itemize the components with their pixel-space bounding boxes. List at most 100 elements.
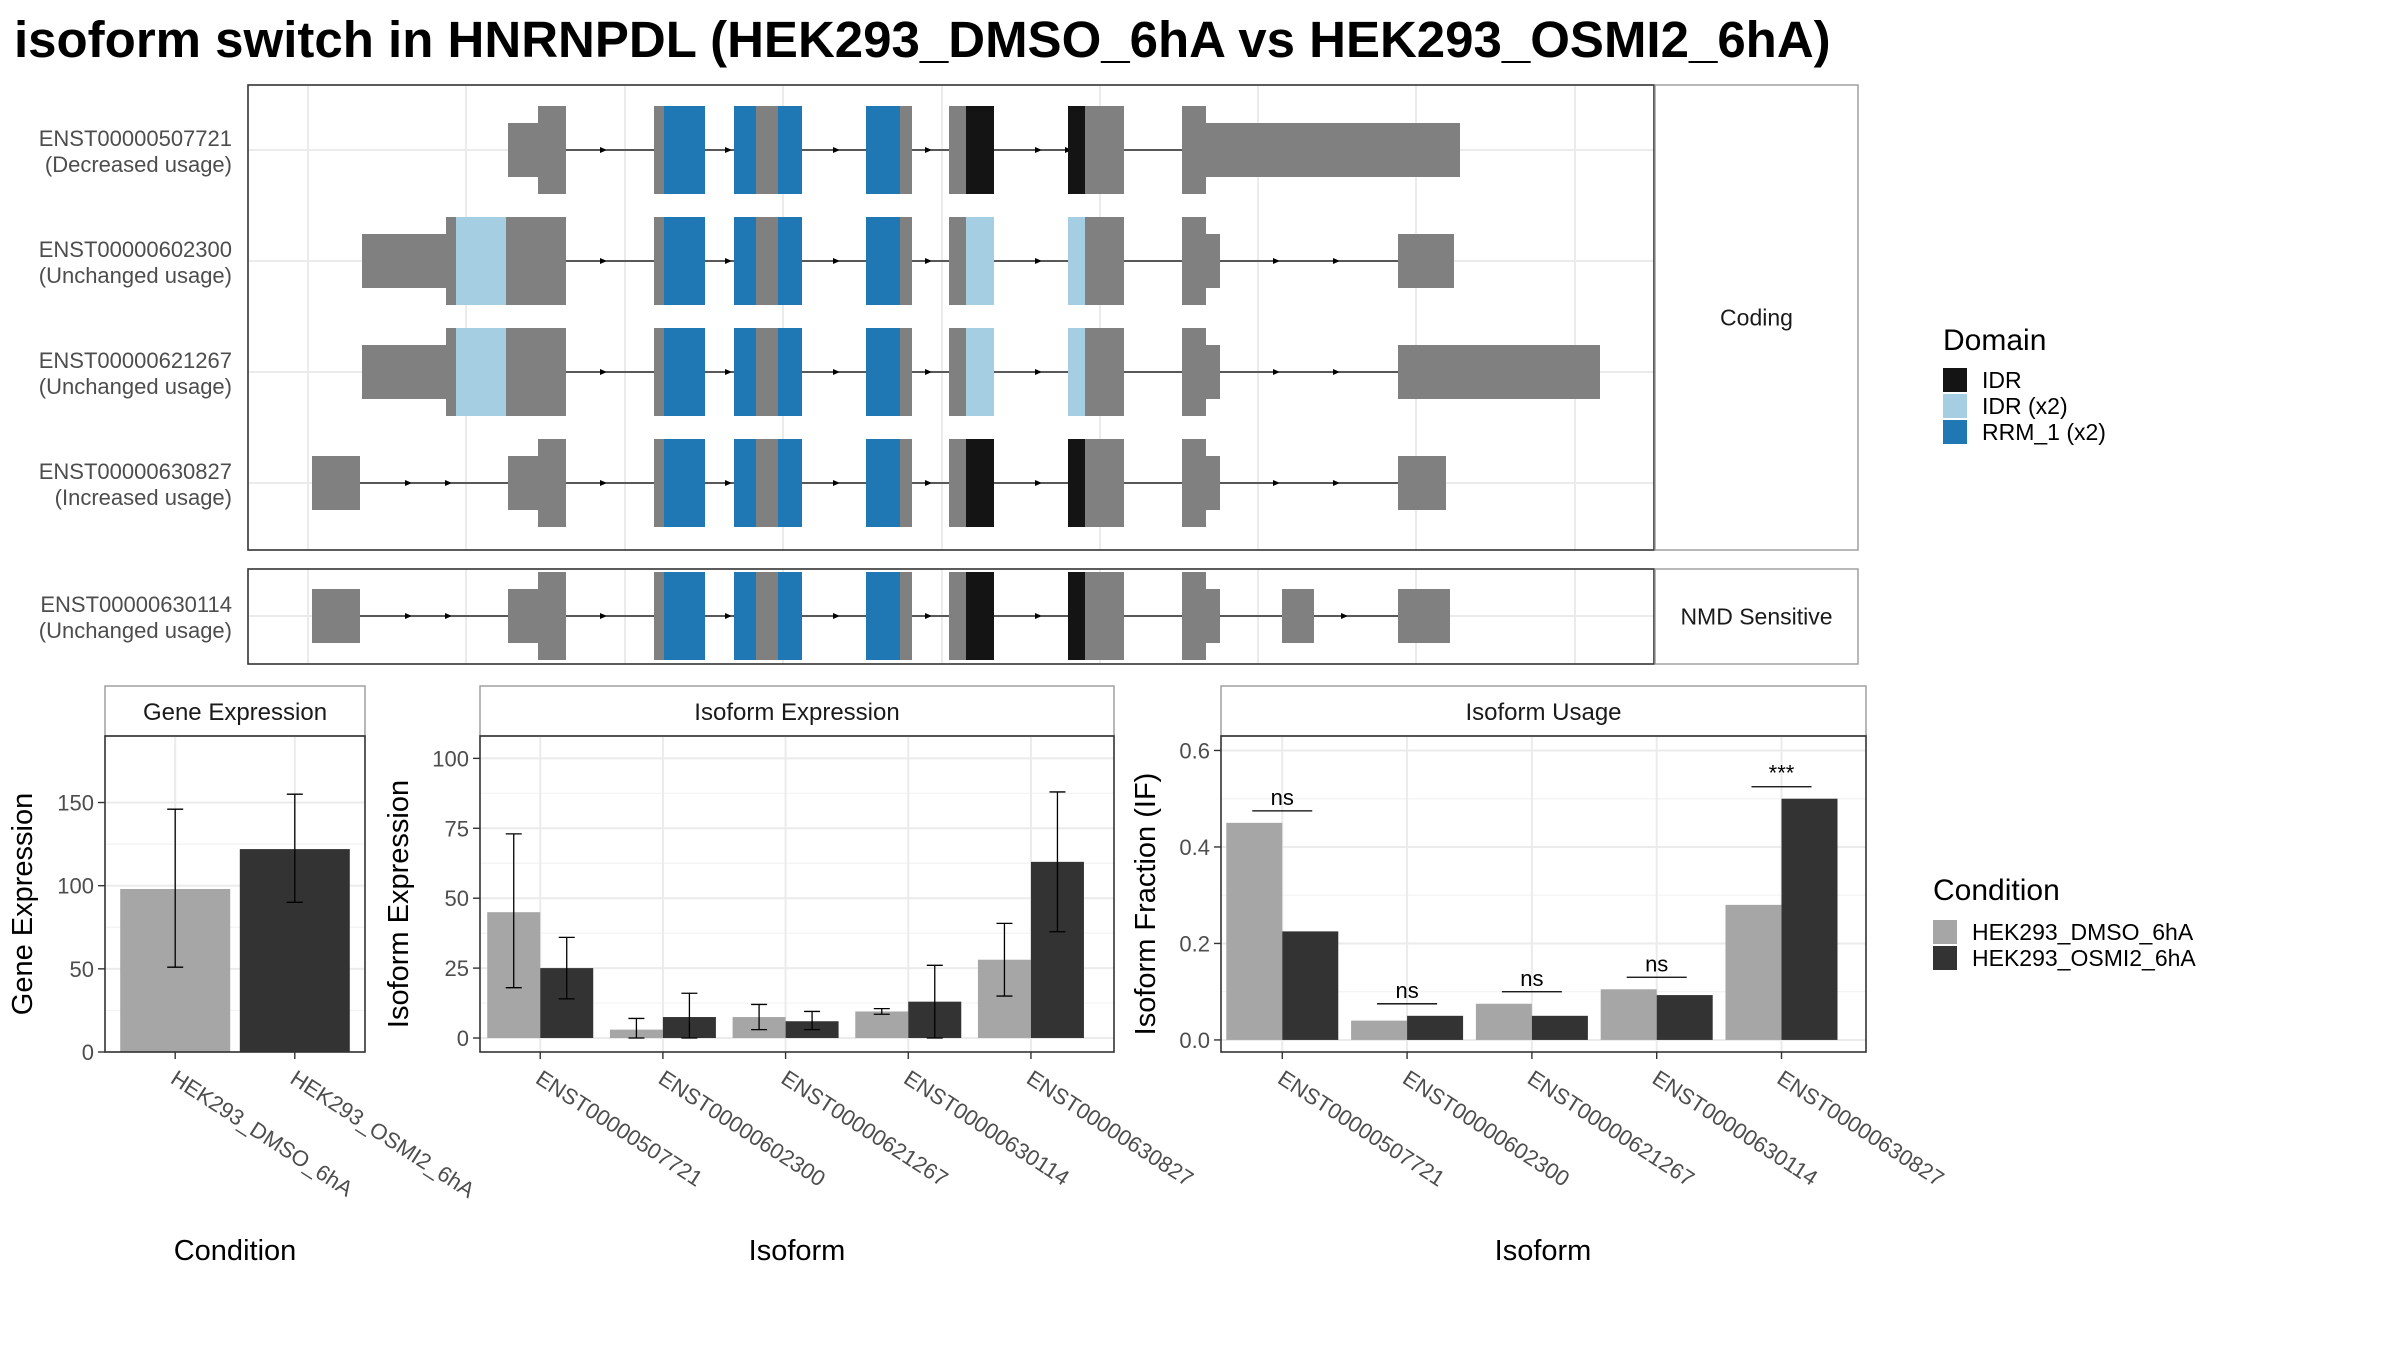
intron-arrow <box>725 613 732 619</box>
y-tick-label: 0.0 <box>1179 1028 1210 1053</box>
intron-arrow <box>405 613 412 619</box>
significance-label: *** <box>1769 761 1795 786</box>
intron-arrow <box>833 480 840 486</box>
exon-block <box>1398 234 1454 288</box>
intron-arrow <box>725 147 732 153</box>
exon-block <box>900 106 912 194</box>
domain-legend-title: Domain <box>1943 324 2046 357</box>
exon-block <box>654 328 664 416</box>
intron-arrow <box>600 613 607 619</box>
structure-panel-1: ENST00000630114(Unchanged usage) NMD Sens… <box>39 568 1859 665</box>
exon-block <box>664 572 705 660</box>
intron-arrow <box>1333 369 1340 375</box>
exon-block <box>966 217 994 305</box>
exon-block <box>456 328 506 416</box>
exon-block <box>778 328 802 416</box>
exon-block <box>1206 345 1220 399</box>
exon-block <box>446 328 456 416</box>
isoform-usage-label: (Unchanged usage) <box>39 263 232 288</box>
legend-key <box>1943 420 1967 444</box>
exon-block <box>866 439 900 527</box>
intron-arrow <box>925 369 932 375</box>
exon-block <box>654 106 664 194</box>
exon-block <box>900 217 912 305</box>
exon-block <box>966 328 994 416</box>
exon-block <box>1068 328 1085 416</box>
strip-box <box>479 685 1115 737</box>
y-tick-label: 100 <box>432 746 469 771</box>
y-tick-label: 50 <box>70 957 94 982</box>
y-tick-label: 50 <box>445 886 469 911</box>
chart-title: Gene Expression <box>143 699 327 726</box>
isoform-structure-plot: ENST00000507721(Decreased usage) ENST0000… <box>39 84 1859 665</box>
bar <box>1407 1015 1464 1040</box>
intron-arrow <box>1273 480 1280 486</box>
exon-block <box>1085 217 1124 305</box>
exon-block <box>664 217 705 305</box>
exon-block <box>1182 328 1206 416</box>
exon-block <box>506 217 566 305</box>
y-tick-label: 150 <box>57 791 94 816</box>
exon-block <box>866 217 900 305</box>
exon-block <box>1068 572 1085 660</box>
panel-border <box>247 568 1655 665</box>
intron-arrow <box>445 480 452 486</box>
exon-block <box>756 328 778 416</box>
exon-block <box>949 572 966 660</box>
strip-box <box>104 685 366 737</box>
exon-block <box>734 328 756 416</box>
y-axis-label: Isoform Fraction (IF) <box>1130 773 1162 1036</box>
exon-block <box>778 106 802 194</box>
chart-title: Isoform Usage <box>1465 699 1621 726</box>
strip-label: Coding <box>1720 305 1793 331</box>
x-axis-label: Condition <box>174 1235 297 1267</box>
y-tick-label: 0.6 <box>1179 738 1210 763</box>
exon-block <box>312 589 360 643</box>
intron-arrow <box>600 480 607 486</box>
intron-arrow <box>600 147 607 153</box>
legend-key <box>1943 368 1967 392</box>
intron-arrow <box>1273 369 1280 375</box>
exon-block <box>1068 106 1085 194</box>
exon-block <box>1398 456 1446 510</box>
intron-arrow <box>1035 480 1042 486</box>
isoform-label: ENST00000621267 <box>39 348 232 373</box>
chart-1: Isoform Expression0255075100ENST00000507… <box>383 685 1198 1267</box>
exon-block <box>756 439 778 527</box>
intron-arrow <box>833 369 840 375</box>
expression-charts: Gene Expression050100150HEK293_DMSO_6hAH… <box>7 685 1948 1267</box>
exon-block <box>508 123 538 177</box>
structure-panel-0: ENST00000507721(Decreased usage) ENST0000… <box>39 84 1859 551</box>
page-title: isoform switch in HNRNPDL (HEK293_DMSO_6… <box>14 11 1831 68</box>
bar <box>1600 989 1657 1040</box>
legend-label: HEK293_OSMI2_6hA <box>1972 945 2196 971</box>
exon-block <box>654 217 664 305</box>
exon-block <box>1085 106 1124 194</box>
exon-block <box>866 106 900 194</box>
exon-block <box>949 106 966 194</box>
exon-block <box>1398 345 1600 399</box>
isoform-label: ENST00000602300 <box>39 237 232 262</box>
strip-box <box>1654 568 1859 665</box>
y-tick-label: 75 <box>445 816 469 841</box>
exon-block <box>949 217 966 305</box>
isoform-label: ENST00000630114 <box>40 592 232 617</box>
x-axis-label: Isoform <box>1495 1235 1592 1267</box>
chart-title: Isoform Expression <box>694 699 899 726</box>
exon-block <box>538 439 566 527</box>
intron-arrow <box>1333 480 1340 486</box>
exon-block <box>664 439 705 527</box>
exon-block <box>778 217 802 305</box>
exon-block <box>654 439 664 527</box>
exon-block <box>1398 589 1450 643</box>
exon-block <box>900 439 912 527</box>
exon-block <box>966 439 994 527</box>
exon-block <box>538 572 566 660</box>
intron-arrow <box>1035 369 1042 375</box>
exon-block <box>734 572 756 660</box>
exon-block <box>654 572 664 660</box>
strip-label: NMD Sensitive <box>1680 604 1832 630</box>
exon-block <box>966 106 994 194</box>
isoform-track-ENST00000630827 <box>312 439 1446 527</box>
bar <box>1531 1015 1588 1040</box>
